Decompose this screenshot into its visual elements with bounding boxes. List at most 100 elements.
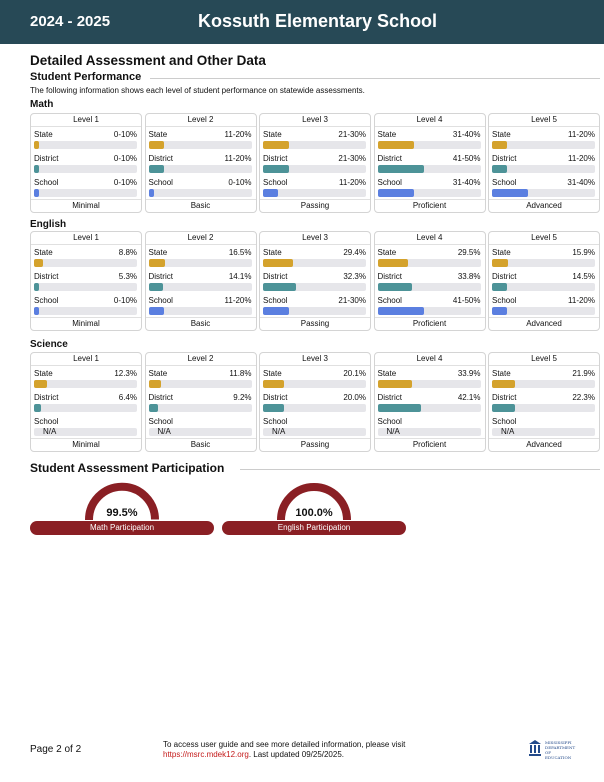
math-participation-value: 99.5% xyxy=(106,507,138,519)
district-value: 32.3% xyxy=(343,272,366,281)
school-metric: School 0-10% xyxy=(146,175,256,199)
state-value: 21.9% xyxy=(572,369,595,378)
school-value: 21-30% xyxy=(338,296,366,305)
school-bar-track xyxy=(377,189,481,197)
state-value: 11.8% xyxy=(229,369,252,378)
school-metric: School 31-40% xyxy=(375,175,485,199)
level-header: Level 1 xyxy=(31,353,141,366)
school-label: School xyxy=(492,417,517,426)
state-bar-track xyxy=(263,380,366,388)
district-value: 20.0% xyxy=(343,393,366,402)
state-value: 29.4% xyxy=(343,248,366,257)
district-label: District xyxy=(377,154,402,163)
school-bar-fill xyxy=(34,189,40,197)
school-metric: School 11-20% xyxy=(146,293,256,317)
level-header: Level 1 xyxy=(31,114,141,127)
school-bar-track xyxy=(148,189,252,197)
state-value: 11-20% xyxy=(224,130,252,139)
district-bar-fill xyxy=(263,404,284,412)
state-metric: State 0-10% xyxy=(31,127,141,151)
school-bar-fill xyxy=(148,307,164,315)
level-footer: Basic xyxy=(145,317,256,330)
participation-divider xyxy=(240,469,600,470)
level-card: Level 3 State 21-30% District 21-30% School 11… xyxy=(259,113,371,213)
state-bar-fill xyxy=(377,141,414,149)
district-metric: District 42.1% xyxy=(375,390,485,414)
level-card: Level 1 State 12.3% District 6.4% School N/A Mi… xyxy=(30,352,142,452)
level-header: Level 3 xyxy=(260,232,370,245)
level-header: Level 2 xyxy=(145,232,256,245)
level-header: Level 4 xyxy=(374,114,485,127)
school-metric: School 11-20% xyxy=(260,175,370,199)
state-label: State xyxy=(148,369,168,378)
school-na-value: N/A xyxy=(386,427,400,436)
level-card: Level 1 State 8.8% District 5.3% School 0-10% M… xyxy=(30,231,142,331)
school-bar-track xyxy=(263,189,366,197)
mde-logo-text: MISSISSIPPI DEPARTMENT OF EDUCATION xyxy=(545,740,577,760)
level-header: Level 2 xyxy=(145,114,256,127)
state-label: State xyxy=(148,248,168,257)
school-label: School xyxy=(263,417,288,426)
level-footer: Passing xyxy=(260,317,370,330)
district-bar-fill xyxy=(34,404,41,412)
mde-seal-icon xyxy=(529,740,541,756)
last-updated: . Last updated 09/25/2025. xyxy=(248,750,345,759)
level-card: Level 3 State 20.1% District 20.0% School N/A P… xyxy=(259,352,371,452)
school-label: School xyxy=(148,417,173,426)
page-title: Detailed Assessment and Other Data xyxy=(30,53,266,68)
district-value: 11-20% xyxy=(568,154,595,163)
level-header: Level 3 xyxy=(260,114,370,127)
district-metric: District 22.3% xyxy=(489,390,599,414)
state-metric: State 12.3% xyxy=(31,366,141,390)
district-value: 33.8% xyxy=(457,272,481,281)
district-metric: District 33.8% xyxy=(375,269,485,293)
level-footer: Proficient xyxy=(374,199,485,212)
district-label: District xyxy=(492,154,517,163)
district-bar-fill xyxy=(148,165,164,173)
school-na-value: N/A xyxy=(43,427,57,436)
school-value: 0-10% xyxy=(113,178,137,187)
state-value: 20.1% xyxy=(343,369,366,378)
school-label: School xyxy=(34,296,59,305)
level-card: Level 1 State 0-10% District 0-10% School 0-10… xyxy=(30,113,142,213)
state-bar-fill xyxy=(492,380,515,388)
state-value: 29.5% xyxy=(457,248,481,257)
level-header: Level 3 xyxy=(260,353,370,366)
district-label: District xyxy=(492,393,517,402)
district-bar-track xyxy=(263,165,366,173)
district-bar-track xyxy=(148,165,252,173)
district-metric: District 14.5% xyxy=(489,269,599,293)
school-metric: School N/A xyxy=(489,414,599,438)
state-bar-track xyxy=(34,380,137,388)
state-value: 8.8% xyxy=(118,248,137,257)
district-bar-track xyxy=(34,404,137,412)
school-bar-track xyxy=(263,307,366,315)
state-label: State xyxy=(492,130,511,139)
level-card: Level 4 State 29.5% District 33.8% School 41-5… xyxy=(373,231,486,331)
school-metric: School N/A xyxy=(260,414,370,438)
level-card: Level 2 State 11.8% District 9.2% School N/A Ba… xyxy=(144,352,257,452)
school-bar-track xyxy=(34,307,137,315)
school-metric: School 11-20% xyxy=(489,293,599,317)
school-label: School xyxy=(492,178,517,187)
district-metric: District 0-10% xyxy=(31,151,141,175)
level-footer: Minimal xyxy=(31,317,141,330)
performance-section-title: Student Performance xyxy=(30,71,142,83)
district-value: 14.5% xyxy=(572,272,595,281)
msrc-link[interactable]: https://msrc.mdek12.org xyxy=(163,750,249,759)
state-metric: State 31-40% xyxy=(375,127,485,151)
school-bar-fill xyxy=(34,307,40,315)
school-bar-fill xyxy=(492,189,529,197)
state-label: State xyxy=(34,248,53,257)
school-bar-fill xyxy=(263,307,289,315)
school-label: School xyxy=(34,417,59,426)
level-footer: Advanced xyxy=(489,199,599,212)
district-label: District xyxy=(34,154,59,163)
district-bar-track xyxy=(148,404,252,412)
gauge-arc-svg xyxy=(84,482,159,521)
district-metric: District 6.4% xyxy=(31,390,141,414)
district-metric: District 32.3% xyxy=(260,269,370,293)
school-name: Kossuth Elementary School xyxy=(198,11,438,31)
subject-title: Math xyxy=(30,99,54,110)
school-bar-track xyxy=(377,307,481,315)
